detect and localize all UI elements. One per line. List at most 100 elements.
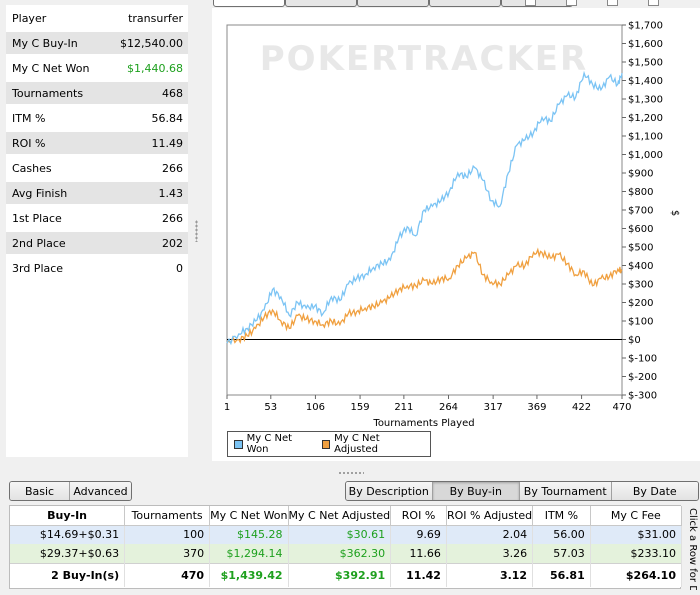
top-checkbox-2[interactable] — [566, 0, 577, 6]
top-checkbox-1[interactable] — [525, 0, 536, 6]
col-header-fee[interactable]: My C Fee — [590, 506, 683, 526]
watermark-logo: POKERTRACKER — [260, 39, 588, 79]
stat-label: ITM % — [12, 111, 46, 125]
stat-value: 0 — [176, 261, 183, 275]
top-checkbox-4[interactable] — [648, 0, 659, 6]
stat-row-1st-place[interactable]: 1st Place 266 — [6, 207, 188, 229]
stat-value: 468 — [162, 86, 183, 100]
x-tick-label: 369 — [527, 402, 546, 413]
side-hint-text: Click a Row for D — [687, 508, 698, 590]
cell-buyin: 2 Buy-In(s) — [10, 562, 126, 587]
y-tick-label: $100 — [628, 317, 653, 328]
buyin-results-table: Buy-In Tournaments My C Net Won My C Net… — [9, 505, 683, 589]
cell-net-won: $1,294.14 — [209, 544, 289, 563]
stat-value: 266 — [162, 211, 183, 225]
legend-swatch — [234, 439, 243, 449]
y-axis-label: $ — [669, 210, 680, 216]
cell-roi: 11.42 — [390, 562, 447, 587]
x-axis-label: Tournaments Played — [372, 418, 474, 429]
stat-row-buyin[interactable]: My C Buy-In $12,540.00 — [6, 32, 188, 54]
chart-series — [226, 70, 623, 346]
cell-buyin: $14.69+$0.31 — [10, 525, 126, 544]
top-tab-strip — [213, 0, 573, 7]
stat-row-cashes[interactable]: Cashes 266 — [6, 157, 188, 179]
series-line-net-adjusted — [226, 247, 623, 345]
top-tab-1[interactable] — [213, 0, 285, 7]
vertical-splitter-handle[interactable] — [195, 220, 198, 242]
y-tick-label: $1,600 — [628, 39, 663, 50]
y-tick-label: $1,200 — [628, 113, 663, 124]
stat-label: 1st Place — [12, 211, 62, 225]
x-tick-label: 106 — [306, 402, 325, 413]
legend-swatch — [321, 439, 331, 449]
table-total-row: 2 Buy-In(s) 470 $1,439.42 $392.91 11.42 … — [10, 562, 683, 587]
cell-buyin: $29.37+$0.63 — [10, 544, 126, 563]
advanced-button[interactable]: Advanced — [70, 482, 131, 500]
cell-itm: 56.81 — [532, 562, 591, 587]
legend-item-net-won[interactable]: My C Net Won — [234, 433, 314, 455]
group-by-toggle: By Description By Buy-in By Tournament B… — [345, 481, 699, 501]
y-tick-label: $-100 — [628, 354, 657, 365]
y-tick-label: $1,100 — [628, 132, 663, 143]
stat-row-net-won[interactable]: My C Net Won $1,440.68 — [6, 57, 188, 79]
cell-roi: 11.66 — [390, 544, 447, 563]
by-description-button[interactable]: By Description — [346, 482, 433, 500]
stat-value: 56.84 — [151, 111, 184, 125]
col-header-itm[interactable]: ITM % — [532, 506, 591, 526]
cell-roi-adjusted: 2.04 — [446, 525, 534, 544]
series-line-net-won — [226, 70, 623, 346]
y-tick-label: $900 — [628, 169, 653, 180]
profit-chart: POKERTRACKER $1,700$1,600$1,500$1,400$1,… — [224, 21, 680, 430]
cell-tournaments: 470 — [124, 562, 211, 587]
stat-value: 266 — [162, 161, 183, 175]
cell-roi: 9.69 — [390, 525, 447, 544]
horizontal-splitter-handle[interactable] — [338, 471, 364, 475]
col-header-tournaments[interactable]: Tournaments — [124, 506, 211, 526]
cell-itm: 57.03 — [532, 544, 591, 563]
by-tournament-button[interactable]: By Tournament — [520, 482, 612, 500]
stat-row-tournaments[interactable]: Tournaments 468 — [6, 82, 188, 104]
basic-button[interactable]: Basic — [10, 482, 71, 500]
y-tick-label: $700 — [628, 206, 653, 217]
x-tick-label: 470 — [612, 402, 631, 413]
col-header-net-adjusted[interactable]: My C Net Adjusted — [288, 506, 392, 526]
by-buyin-button[interactable]: By Buy-in — [432, 482, 521, 500]
cell-roi-adjusted: 3.26 — [446, 544, 534, 563]
stat-value: $1,440.68 — [127, 61, 183, 75]
col-header-buyin[interactable]: Buy-In — [10, 506, 126, 526]
cell-fee: $264.10 — [590, 562, 683, 587]
top-checkbox-3[interactable] — [607, 0, 618, 6]
stat-row-2nd-place[interactable]: 2nd Place 202 — [6, 232, 188, 254]
top-tab-4[interactable] — [429, 0, 501, 7]
table-row[interactable]: $29.37+$0.63 370 $1,294.14 $362.30 11.66… — [10, 544, 683, 563]
stats-header: Player transurfer — [6, 7, 188, 29]
col-header-roi-adjusted[interactable]: ROI % Adjusted — [446, 506, 534, 526]
chart-legend: My C Net Won My C Net Adjusted — [227, 431, 431, 457]
x-axis: 1 53 106 159 211 264 317 369 422 470 — [224, 395, 632, 413]
top-checkbox-strip — [525, 0, 659, 6]
top-tab-3[interactable] — [357, 0, 429, 7]
legend-label: My C Net Won — [246, 433, 293, 455]
y-tick-label: $500 — [628, 243, 653, 254]
stat-label: Player — [12, 11, 47, 25]
stat-row-avg-finish[interactable]: Avg Finish 1.43 — [6, 182, 188, 204]
stat-row-roi[interactable]: ROI % 11.49 — [6, 132, 188, 154]
col-header-roi[interactable]: ROI % — [390, 506, 447, 526]
stat-value: 202 — [162, 236, 183, 250]
stat-value: 1.43 — [158, 186, 184, 200]
by-date-button[interactable]: By Date — [611, 482, 698, 500]
stat-row-itm[interactable]: ITM % 56.84 — [6, 107, 188, 129]
col-header-net-won[interactable]: My C Net Won — [209, 506, 289, 526]
cell-net-won: $1,439.42 — [209, 562, 289, 587]
view-mode-toggle: Basic Advanced — [9, 481, 132, 501]
table-row[interactable]: $14.69+$0.31 100 $145.28 $30.61 9.69 2.0… — [10, 525, 683, 544]
legend-item-net-adjusted[interactable]: My C Net Adjusted — [321, 433, 422, 455]
stat-label: 2nd Place — [12, 236, 66, 250]
y-tick-label: $800 — [628, 187, 653, 198]
stat-label: Tournaments — [12, 86, 84, 100]
y-tick-label: $-200 — [628, 372, 657, 383]
top-tab-2[interactable] — [285, 0, 357, 7]
cell-fee: $233.10 — [590, 544, 683, 563]
y-tick-label: $300 — [628, 280, 653, 291]
stat-row-3rd-place[interactable]: 3rd Place 0 — [6, 257, 188, 279]
